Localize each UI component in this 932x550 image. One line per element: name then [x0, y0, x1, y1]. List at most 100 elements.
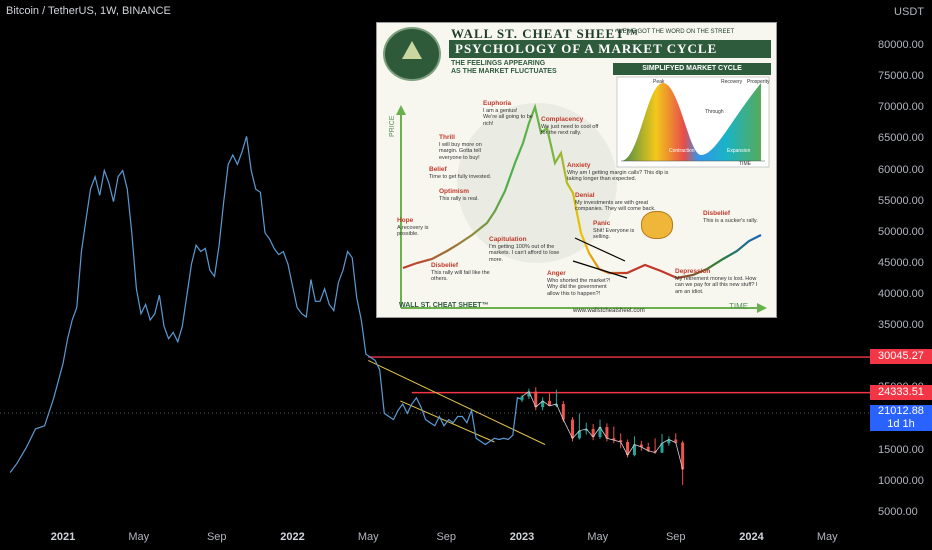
mini-prosperity: Prosperity: [747, 79, 770, 85]
candle-body: [653, 450, 657, 453]
stage-disbelief-2-name: Disbelief: [703, 210, 731, 217]
stage-disbelief-1-text: This rally will fail like the others.: [431, 269, 490, 283]
sheet-cycle-curve: [402, 103, 762, 280]
stage-euphoria-name: Euphoria: [483, 100, 512, 107]
mini-cycle-area: [621, 83, 761, 161]
y-tick-label: 55000.00: [878, 194, 924, 207]
y-tick-label: 15000.00: [878, 443, 924, 456]
y-tick-label: 50000.00: [878, 225, 924, 238]
simplified-cycle-title: SIMPLIFYED MARKET CYCLE: [613, 63, 771, 75]
candle: [548, 393, 552, 406]
candle-body: [520, 396, 524, 401]
stage-hope-name: Hope: [397, 217, 414, 224]
candle-body: [646, 446, 650, 451]
candle-body: [561, 404, 565, 420]
stage-anger: Anger Who shorted the market?! Why did th…: [547, 270, 615, 297]
stage-depression: Depression My retirement money is lost. H…: [675, 268, 765, 295]
x-tick-label: Sep: [665, 531, 686, 543]
sheet-price-axis-arrow: [396, 105, 406, 115]
stage-disbelief-2-text: This is a sucker's rally.: [703, 217, 758, 224]
y-tick-label: 80000.00: [878, 39, 924, 51]
mini-through: Through: [705, 109, 724, 115]
stage-complacency-name: Complacency: [541, 116, 584, 123]
resistance-price-tag-high[interactable]: 30045.27: [870, 349, 932, 365]
resistance-price-tag-low[interactable]: 24333.51: [870, 384, 932, 400]
stage-belief-text: Time to get fully invested.: [429, 173, 492, 180]
stage-capitulation: Capitulation I'm getting 100% out of the …: [489, 236, 569, 263]
sheet-subtitle-line2: AS THE MARKET FLUCTUATES: [451, 68, 557, 75]
candle-body: [527, 391, 531, 397]
stage-hope: Hope A recovery is possible.: [397, 217, 442, 238]
candle-body: [591, 428, 595, 438]
candle: [577, 413, 581, 440]
stage-belief: Belief Time to get fully invested.: [429, 166, 495, 180]
candle: [598, 419, 602, 439]
candle: [667, 436, 671, 446]
sheet-url: www.wallstcheatsheet.com: [573, 308, 645, 314]
y-tick-label: 5000.00: [878, 506, 918, 518]
symbol-title: Bitcoin / TetherUS, 1W, BINANCE: [6, 5, 171, 17]
x-tick-label: May: [816, 531, 838, 543]
candle-body: [577, 430, 581, 439]
wall-st-cheat-sheet-logo: [383, 27, 441, 81]
stage-thrill: Thrill I will buy more on margin. Gotta t…: [439, 134, 501, 161]
y-tick-label: 10000.00: [878, 474, 924, 487]
stage-anger-text: Who shorted the market?! Why did the gov…: [547, 277, 611, 297]
candle: [681, 440, 685, 485]
sheet-tagline: WE'VE GOT THE WORD ON THE STREET: [617, 29, 735, 35]
stage-anxiety-text: Why am I getting margin calls? This dip …: [567, 169, 669, 183]
bar-countdown: 1d 1h: [887, 418, 915, 430]
x-tick-label: 2021: [50, 531, 76, 543]
y-tick-label: 40000.00: [878, 288, 924, 301]
stage-belief-name: Belief: [429, 166, 447, 173]
candle-body: [612, 438, 616, 441]
stage-optimism-name: Optimism: [439, 188, 469, 195]
stage-complacency-text: We just need to cool off for the next ra…: [541, 123, 599, 137]
sheet-anger-line: [572, 260, 628, 279]
stage-complacency: Complacency We just need to cool off for …: [541, 116, 603, 137]
mini-expansion: Expansion: [727, 148, 751, 154]
candle: [619, 433, 623, 449]
stage-panic-name: Panic: [593, 220, 611, 227]
candle-body: [541, 400, 545, 408]
y-tick-label: 70000.00: [878, 101, 924, 114]
stage-denial-text: My investments are with great companies.…: [575, 199, 656, 213]
stage-capitulation-name: Capitulation: [489, 236, 527, 243]
y-tick-label: 75000.00: [878, 70, 924, 83]
candle-body: [619, 440, 623, 443]
candle: [561, 400, 565, 423]
stage-disbelief-2: Disbelief This is a sucker's rally.: [703, 210, 769, 224]
candle-body: [626, 442, 630, 456]
mini-recovery: Recovery: [721, 79, 743, 85]
x-tick-label: 2023: [509, 531, 535, 543]
stage-panic: Panic Shit! Everyone is selling.: [593, 220, 643, 241]
candle-body: [605, 427, 609, 439]
stage-euphoria-text: I am a genius! We're all going to be ric…: [483, 107, 533, 127]
candle-body: [632, 444, 636, 456]
candle-body: [534, 391, 538, 408]
x-tick-label: 2024: [739, 531, 764, 543]
mini-contraction: Contraction: [669, 148, 695, 154]
stage-optimism-text: This rally is real.: [439, 195, 479, 202]
pointing-hand-icon: [641, 211, 673, 239]
sheet-brand: WALL ST. CHEAT SHEET™: [451, 26, 639, 41]
last-price-tag[interactable]: 21012.88 1d 1h: [870, 405, 932, 431]
candle: [639, 440, 643, 451]
candle: [541, 397, 545, 411]
trend-line: [368, 359, 546, 445]
mini-time: TIME: [739, 161, 751, 167]
x-tick-label: May: [587, 531, 609, 543]
y-tick-label: 60000.00: [878, 163, 924, 176]
btc-price-line: [9, 136, 523, 473]
stage-anxiety-name: Anxiety: [567, 162, 591, 169]
currency-label: USDT: [894, 6, 924, 18]
stage-anger-name: Anger: [547, 270, 566, 277]
x-tick-label: May: [357, 531, 379, 543]
candle-body: [681, 442, 685, 470]
y-tick-label: 65000.00: [878, 132, 924, 145]
sheet-footer-brand: WALL ST. CHEAT SHEET™: [399, 302, 489, 309]
sheet-subtitle-line1: THE FEELINGS APPEARING: [451, 60, 546, 67]
stage-capitulation-text: I'm getting 100% out of the markets. I c…: [489, 243, 560, 263]
x-tick-label: May: [128, 531, 150, 543]
